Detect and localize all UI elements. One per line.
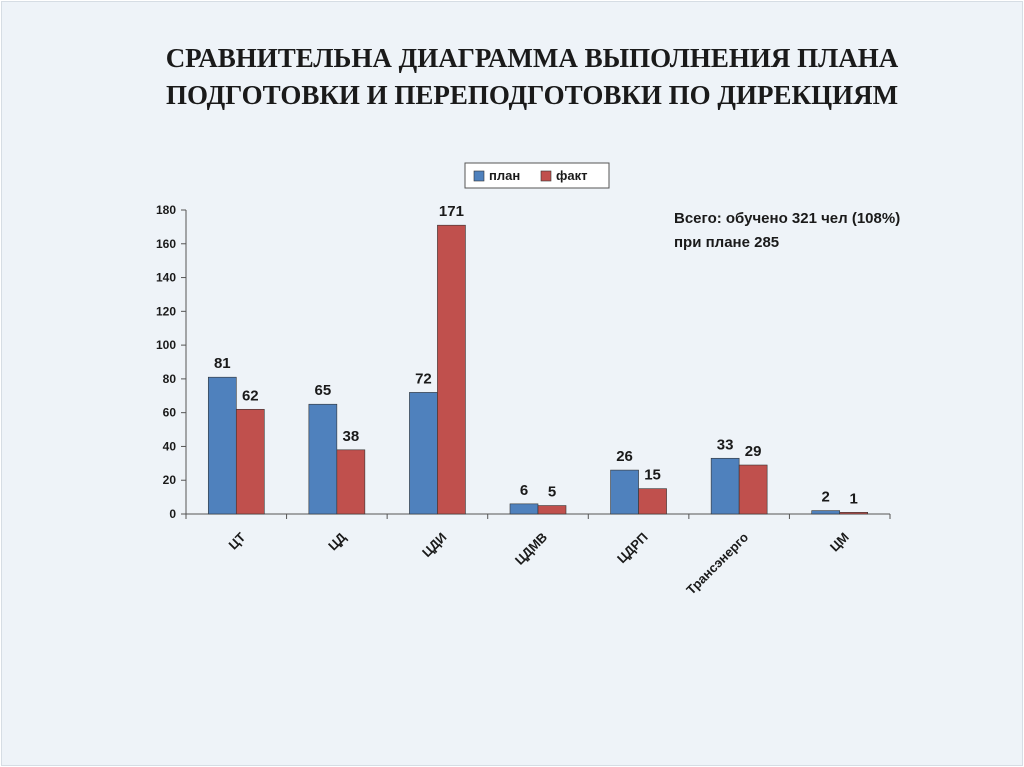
y-tick-label: 140 bbox=[156, 271, 176, 285]
summary-note: Всего: обучено 321 чел (108%) при плане … bbox=[674, 207, 900, 255]
data-label: 1 bbox=[850, 490, 858, 507]
data-label: 5 bbox=[548, 484, 556, 501]
data-label: 65 bbox=[315, 382, 332, 399]
y-tick-label: 60 bbox=[163, 406, 177, 420]
y-tick-label: 40 bbox=[163, 439, 177, 453]
data-label: 2 bbox=[822, 489, 830, 506]
y-tick-label: 120 bbox=[156, 304, 176, 318]
bar-plan bbox=[610, 469, 639, 515]
y-tick-label: 160 bbox=[156, 237, 176, 251]
data-label: 72 bbox=[415, 370, 432, 387]
bar-plan bbox=[409, 392, 438, 515]
bar-fact bbox=[235, 408, 265, 515]
data-label: 171 bbox=[439, 203, 464, 220]
bar-plan bbox=[509, 503, 539, 515]
x-tick-label: ЦД bbox=[325, 529, 349, 553]
legend-swatch-fact bbox=[540, 170, 552, 182]
bar-fact bbox=[839, 512, 869, 515]
bar-fact bbox=[638, 488, 667, 515]
data-label: 29 bbox=[745, 443, 762, 460]
data-label: 15 bbox=[644, 467, 661, 484]
legend-label-plan: план bbox=[489, 168, 520, 183]
bar-plan bbox=[710, 457, 740, 515]
y-tick-label: 100 bbox=[156, 338, 176, 352]
data-label: 26 bbox=[616, 448, 633, 465]
y-tick-label: 0 bbox=[169, 507, 176, 521]
slide-title: СРАВНИТЕЛЬНА ДИАГРАММА ВЫПОЛНЕНИЯ ПЛАНА … bbox=[2, 40, 1024, 114]
bar-plan bbox=[811, 510, 841, 515]
legend-swatch-plan bbox=[473, 170, 485, 182]
slide-title-line1: СРАВНИТЕЛЬНА ДИАГРАММА ВЫПОЛНЕНИЯ ПЛАНА bbox=[165, 43, 899, 73]
y-tick-label: 180 bbox=[156, 203, 176, 217]
data-label: 33 bbox=[717, 436, 734, 453]
slide-title-line2: ПОДГОТОВКИ И ПЕРЕПОДГОТОВКИ ПО ДИРЕКЦИЯМ bbox=[165, 80, 899, 110]
data-label: 62 bbox=[242, 387, 259, 404]
bar-fact bbox=[336, 449, 366, 515]
y-tick-label: 20 bbox=[163, 473, 177, 487]
bar-plan bbox=[308, 403, 338, 515]
legend-label-fact: факт bbox=[556, 168, 587, 183]
bar-plan bbox=[207, 376, 237, 515]
bar-fact bbox=[437, 224, 466, 515]
bar-fact bbox=[537, 505, 567, 515]
data-label: 38 bbox=[343, 428, 360, 445]
x-tick-label: ЦДРП bbox=[614, 530, 651, 567]
data-label: 81 bbox=[214, 355, 231, 372]
legend-box bbox=[464, 162, 610, 189]
x-tick-label: ЦТ bbox=[225, 529, 248, 552]
x-tick-label: ЦДИ bbox=[419, 530, 449, 560]
bar-fact bbox=[738, 464, 768, 515]
x-tick-label: ЦДМВ bbox=[512, 530, 550, 568]
y-tick-label: 80 bbox=[163, 372, 177, 386]
summary-note-line1: Всего: обучено 321 чел (108%) bbox=[674, 210, 901, 227]
x-tick-label: ЦМ bbox=[827, 530, 852, 555]
x-tick-label: Трансэнерго bbox=[683, 529, 751, 597]
summary-note-line2: при плане 285 bbox=[674, 234, 780, 251]
data-label: 6 bbox=[520, 482, 528, 499]
